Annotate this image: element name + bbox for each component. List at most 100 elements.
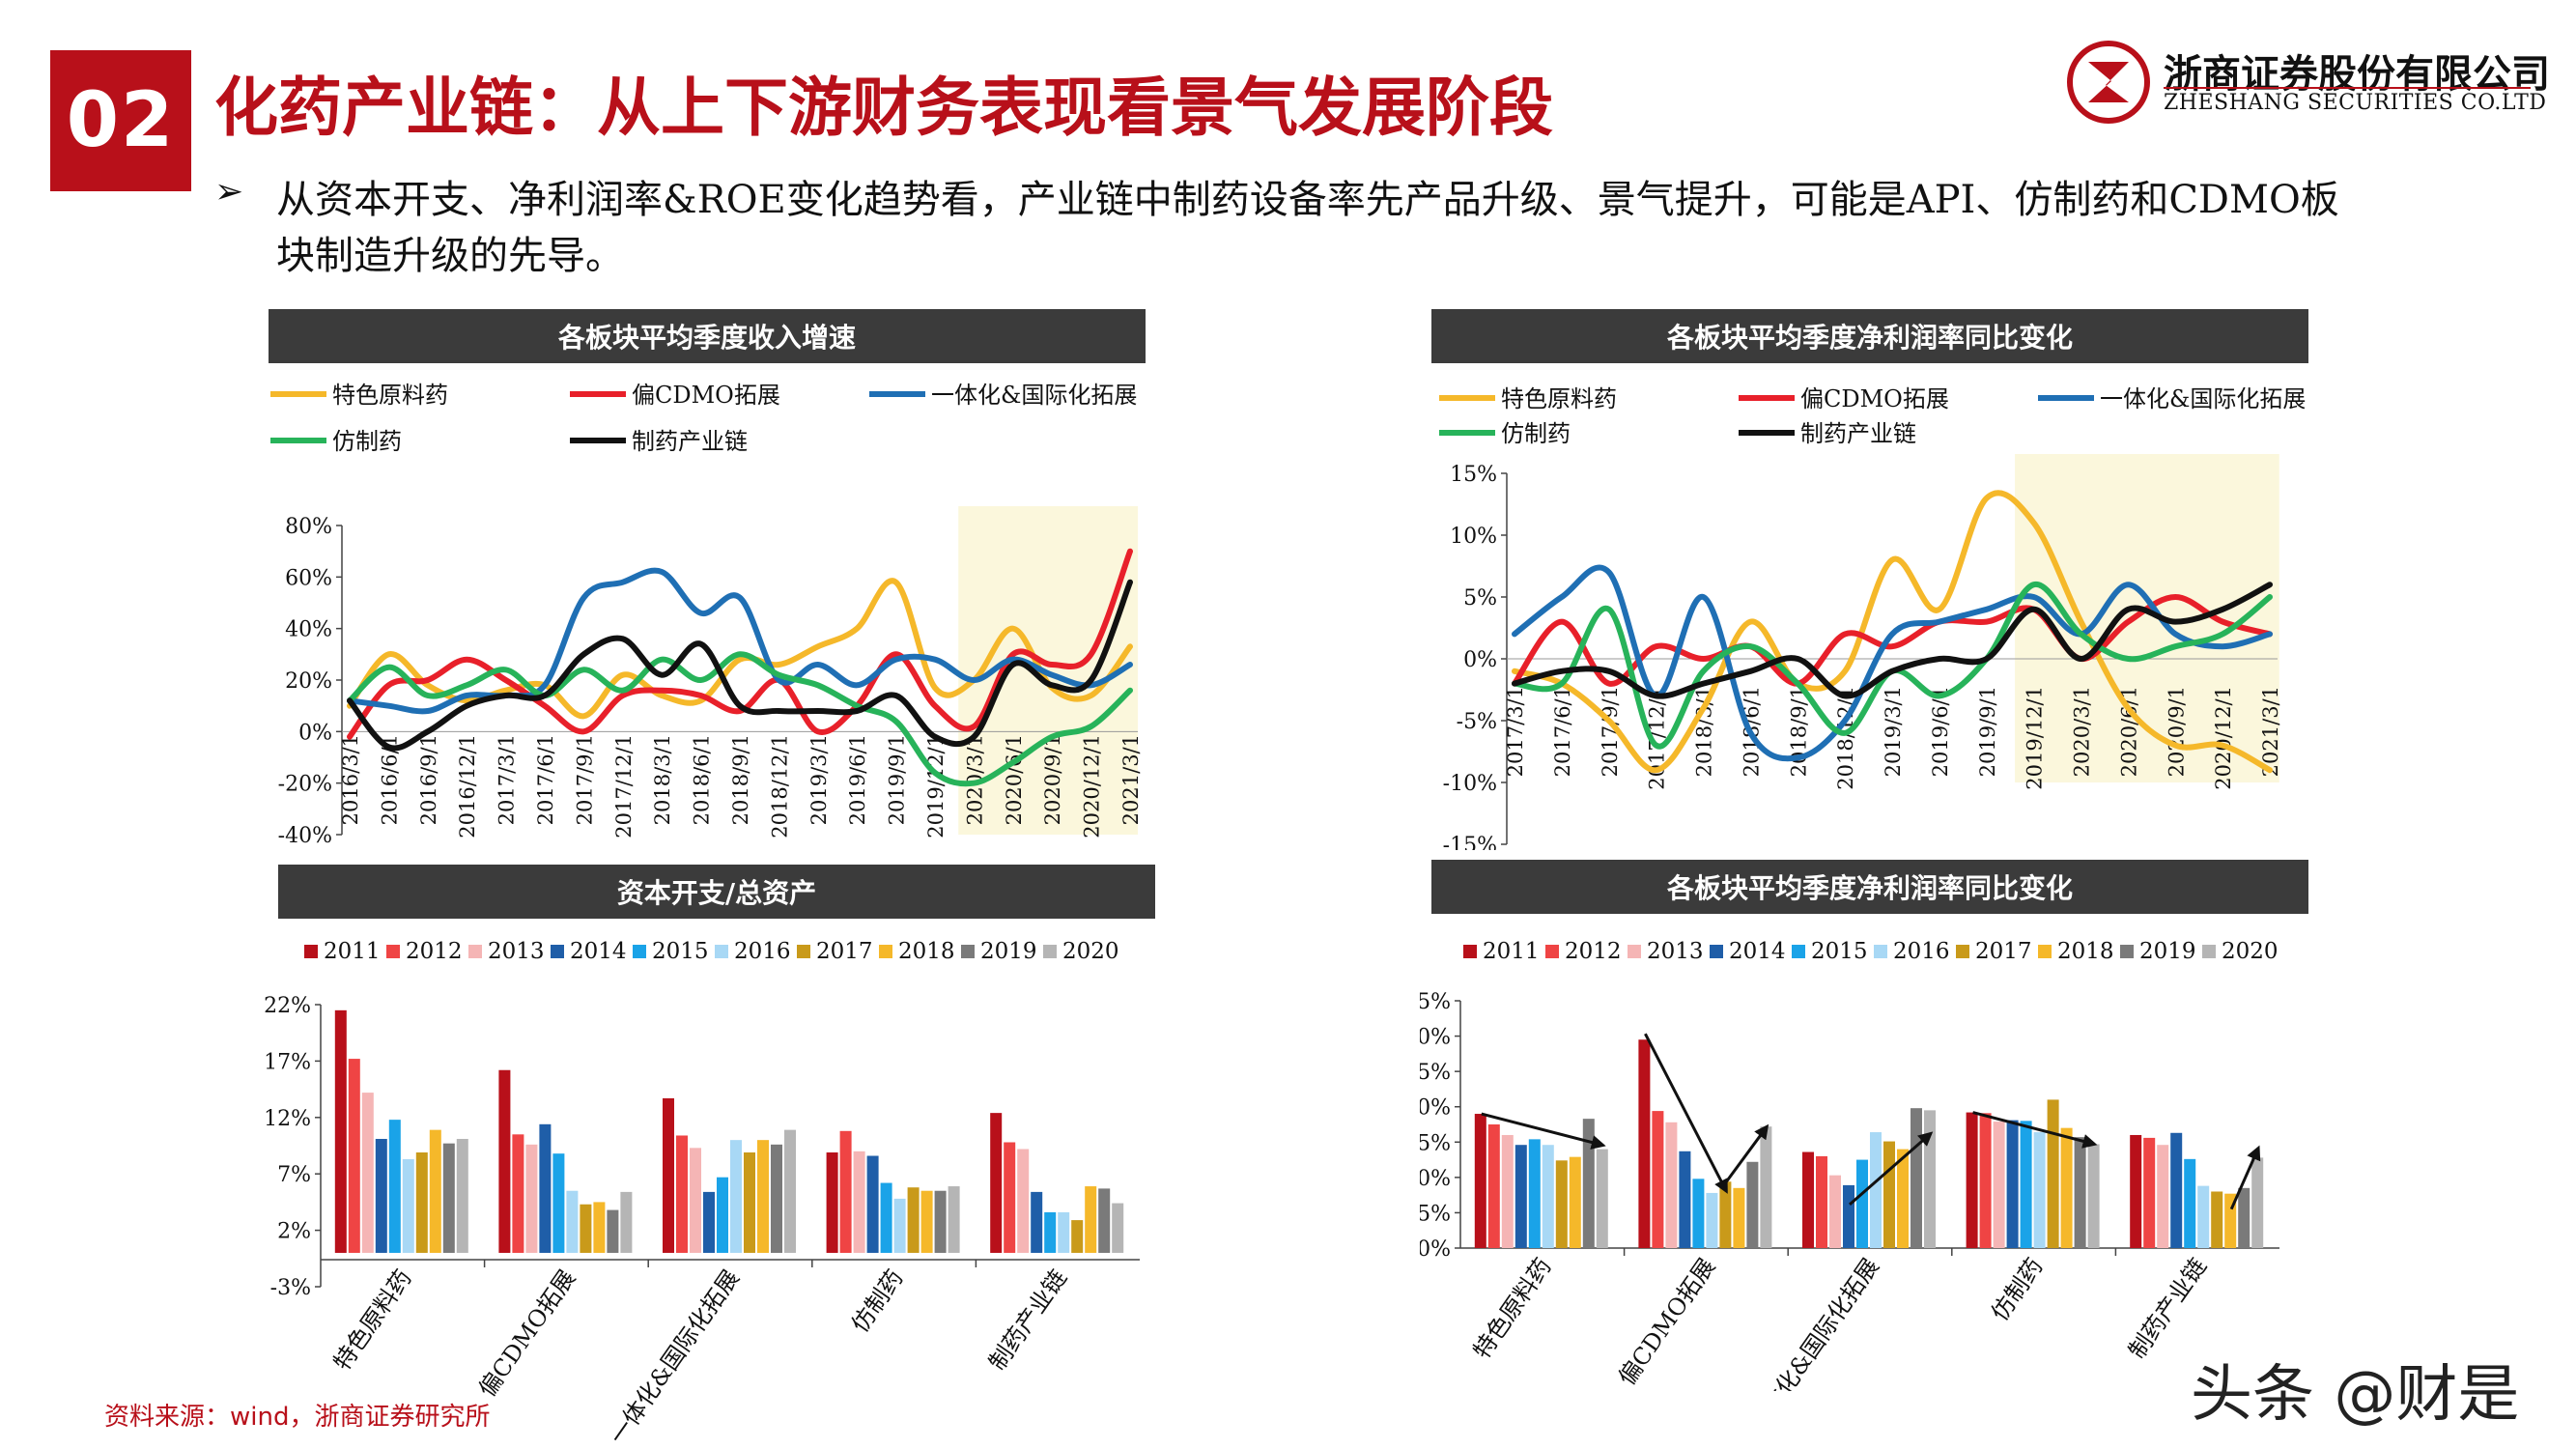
bar [1514, 1145, 1527, 1248]
legend-label: 仿制药 [1501, 420, 1571, 447]
bar [1652, 1111, 1664, 1248]
bar [1897, 1149, 1909, 1248]
x-tick-label: 2019/3/1 [1882, 686, 1905, 777]
legend-label: 2020 [1062, 939, 1119, 964]
x-tick-label: 2020/12/1 [1081, 734, 1104, 838]
x-tick-label: 2020/3/1 [2071, 686, 2094, 777]
x-tick-label: 2016/12/1 [456, 734, 479, 838]
legend-swatch [551, 945, 564, 958]
bar [1719, 1181, 1732, 1248]
legend-swatch [386, 945, 400, 958]
bar [717, 1177, 728, 1253]
legend-label: 2018 [898, 939, 955, 964]
company-logo: 浙商证券股份有限公司 ZHESHANG SECURITIES CO.LTD [2067, 41, 2550, 126]
legend-swatch [1545, 945, 1559, 958]
bar [2157, 1145, 2169, 1248]
bar [839, 1130, 852, 1253]
series-line [1512, 582, 2273, 699]
bar [757, 1140, 769, 1253]
legend-swatch [1792, 945, 1805, 958]
y-tick-label: 35% [1420, 990, 1451, 1014]
bar [920, 1190, 933, 1253]
bar [784, 1129, 796, 1253]
x-tick-label: 2017/9/1 [573, 734, 596, 825]
x-tick-label: 2018/3/1 [1693, 686, 1716, 777]
roe-bar-chart: 2011 2012 2013 2014 2015 2016 2017 2018 2019 2020… [1420, 939, 2279, 1391]
bar [1555, 1160, 1568, 1248]
bar [1017, 1149, 1030, 1253]
x-tick-label: 2019/6/1 [846, 734, 869, 825]
bar [607, 1209, 619, 1253]
series-line [347, 567, 1133, 715]
bar [375, 1138, 387, 1253]
x-tick-label: 2016/9/1 [417, 734, 440, 825]
watermark: 头条 @财是 [2191, 1359, 2520, 1431]
x-tick-label: 特色原料药 [1468, 1253, 1557, 1363]
x-tick-label: 2020/9/1 [2165, 686, 2188, 777]
bar [593, 1202, 606, 1253]
bar [730, 1140, 742, 1253]
legend-label: 2015 [1811, 939, 1868, 964]
bar [1679, 1151, 1691, 1248]
bar [348, 1059, 360, 1253]
bar [1843, 1184, 1854, 1248]
bar [1058, 1211, 1070, 1253]
x-tick-label: 2021/3/1 [2259, 686, 2282, 777]
bar [1474, 1114, 1486, 1248]
x-tick-label: 2017/3/1 [495, 734, 519, 825]
bar [2130, 1134, 2142, 1248]
trend-arrow [1481, 1112, 1606, 1150]
bar [1582, 1119, 1595, 1248]
legend-label: 2020 [2222, 939, 2279, 964]
bar [1098, 1188, 1111, 1253]
y-tick-label: -10% [1443, 772, 1497, 796]
bar [498, 1069, 511, 1253]
x-tick-label: 2021/3/1 [1119, 734, 1143, 825]
y-tick-label: -5% [1457, 710, 1497, 734]
legend-swatch [1043, 945, 1057, 958]
legend-swatch [468, 945, 482, 958]
logo-divider [2164, 87, 2531, 89]
arrow-bullet-icon: ➢ [214, 172, 244, 212]
legend-label: 制药产业链 [632, 428, 748, 455]
bar [1487, 1124, 1500, 1248]
legend-label: 2011 [1483, 939, 1540, 964]
legend-label: 2012 [1565, 939, 1622, 964]
bar [2006, 1120, 2019, 1248]
source-note: 资料来源：wind，浙商证券研究所 [104, 1403, 491, 1432]
legend-label: 2015 [652, 939, 709, 964]
bar [2238, 1187, 2250, 1248]
legend-label: 2014 [1729, 939, 1786, 964]
bar [539, 1123, 552, 1253]
legend-label: 2011 [324, 939, 381, 964]
series-line [347, 579, 1133, 752]
trend-arrow [1644, 1033, 1728, 1194]
x-tick-label: 2020/9/1 [1041, 734, 1064, 825]
bar [2143, 1137, 2156, 1248]
y-tick-label: -15% [1443, 834, 1497, 850]
y-tick-label: 15% [1420, 1131, 1451, 1155]
bar [1638, 1039, 1651, 1248]
bar [442, 1143, 455, 1253]
bar [893, 1198, 906, 1253]
bar [1966, 1112, 1978, 1248]
bar [552, 1153, 565, 1253]
legend-label: 2017 [816, 939, 873, 964]
legend-swatch [1956, 945, 1969, 958]
bar [1004, 1142, 1016, 1253]
y-tick-label: 10% [1450, 525, 1497, 549]
bar [744, 1152, 755, 1253]
y-tick-label: 7% [277, 1163, 311, 1187]
x-tick-label: 2018/3/1 [651, 734, 674, 825]
bar [1883, 1141, 1895, 1248]
bar [1760, 1126, 1772, 1248]
bar [907, 1187, 920, 1253]
legend-label: 一体化&国际化拓展 [931, 382, 1137, 409]
legend-label: 仿制药 [332, 428, 402, 455]
bar [1112, 1203, 1124, 1253]
legend-label: 一体化&国际化拓展 [2100, 385, 2306, 412]
bar [2060, 1127, 2073, 1248]
y-tick-label: 5% [1463, 586, 1497, 611]
bar [580, 1204, 592, 1253]
